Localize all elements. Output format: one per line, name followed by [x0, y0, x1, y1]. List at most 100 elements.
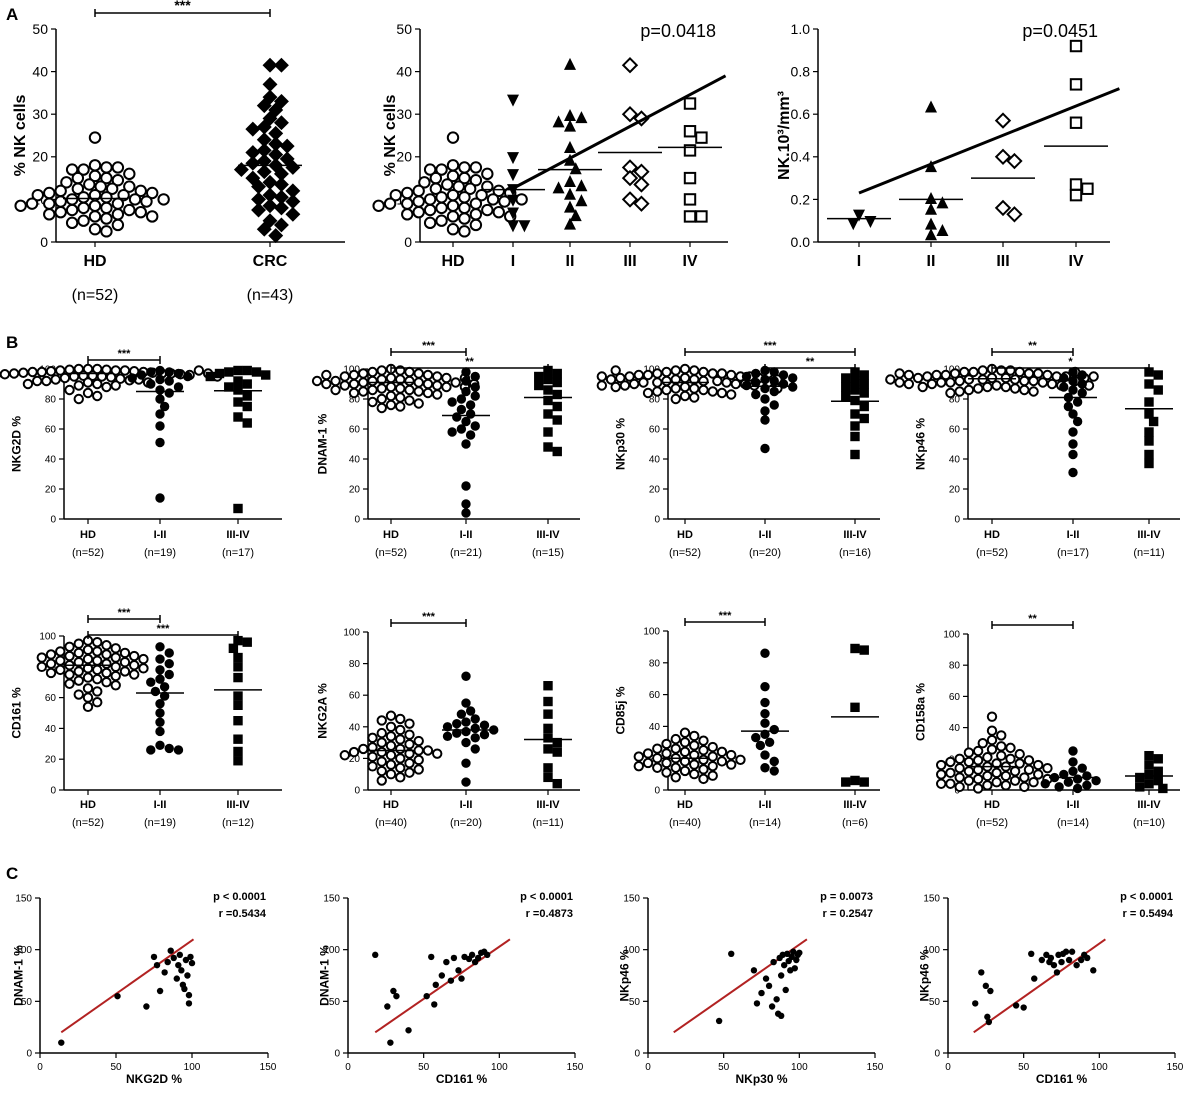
data-point [233, 746, 243, 757]
data-point [101, 677, 112, 688]
category-label: III [996, 253, 1009, 270]
data-point [128, 193, 142, 206]
data-point [413, 368, 424, 379]
data-point [385, 390, 397, 402]
y-tick-label: 100 [323, 945, 340, 956]
data-point [912, 372, 924, 384]
data-point [146, 745, 156, 755]
data-point [432, 981, 439, 988]
data-point [621, 169, 639, 187]
data-point [1091, 775, 1101, 786]
data-point [945, 767, 956, 779]
data-point [461, 499, 471, 509]
data-point [155, 365, 165, 376]
y-tick-label: 60 [349, 691, 361, 702]
data-point [1028, 777, 1039, 788]
data-point [982, 780, 993, 791]
data-point [452, 412, 462, 422]
count-label: (n=20) [450, 817, 482, 829]
data-point [441, 178, 454, 191]
data-point [25, 197, 39, 210]
data-point [764, 737, 775, 747]
data-point [43, 186, 56, 200]
data-point [689, 365, 700, 376]
data-point [707, 770, 718, 781]
y-tick-label: 0 [354, 786, 360, 797]
data-point [760, 443, 770, 454]
data-point [100, 191, 113, 204]
data-point [479, 730, 490, 740]
data-point [1063, 401, 1074, 412]
data-point [423, 992, 430, 1000]
count-label: (n=19) [144, 817, 176, 829]
data-point [784, 950, 791, 957]
data-point [167, 947, 174, 954]
data-point [1028, 375, 1039, 387]
data-point [1023, 755, 1035, 766]
data-point [977, 365, 988, 376]
data-point [1144, 760, 1154, 770]
data-point [683, 210, 697, 223]
data-point [45, 658, 57, 669]
data-point [88, 210, 102, 223]
data-point [1040, 779, 1050, 789]
data-point [136, 370, 147, 380]
data-point [395, 713, 406, 725]
data-point [164, 376, 174, 386]
data-point [730, 378, 742, 390]
data-point [543, 395, 553, 406]
data-point [412, 205, 425, 219]
data-point [621, 106, 639, 123]
data-point [119, 666, 131, 677]
count-label: (n=11) [1133, 547, 1164, 559]
data-point [461, 726, 471, 737]
data-point [1050, 961, 1058, 969]
data-point [721, 377, 732, 388]
data-point [442, 731, 453, 741]
data-point [1077, 379, 1087, 389]
data-point [161, 969, 168, 976]
data-point [850, 409, 860, 419]
y-tick-label: 60 [949, 425, 961, 436]
data-point [71, 171, 85, 185]
count-label: (n=40) [375, 817, 407, 829]
data-point [92, 686, 103, 697]
data-point [841, 382, 851, 392]
data-point [134, 205, 147, 219]
data-point [64, 669, 75, 680]
data-point [155, 374, 165, 385]
data-point [155, 726, 165, 737]
data-point [1072, 416, 1083, 427]
data-point [1077, 956, 1085, 964]
data-point [348, 378, 360, 390]
data-point [429, 171, 443, 185]
chart-b5: 020406080100CD161 %HD(n=52)I-II(n=19)III… [9, 607, 282, 829]
data-point [242, 391, 252, 401]
data-point [1042, 369, 1053, 381]
data-point [170, 954, 177, 962]
data-point [64, 384, 75, 396]
category-label: HD [984, 799, 1000, 811]
data-point [242, 401, 252, 412]
y-tick-label: 40 [649, 722, 661, 733]
data-point [769, 724, 779, 735]
data-point [73, 380, 84, 391]
y-tick-label: 40 [396, 64, 412, 80]
data-point [376, 383, 387, 394]
data-point [59, 372, 71, 384]
data-point [188, 959, 196, 967]
data-point [760, 374, 770, 385]
data-point [455, 967, 462, 974]
data-point [92, 390, 103, 402]
y-tick-label: 150 [623, 894, 640, 905]
data-point [447, 427, 457, 437]
data-point [633, 195, 650, 212]
data-point [465, 400, 476, 410]
p-value: p=0.0451 [1022, 21, 1098, 41]
data-point [1153, 766, 1163, 776]
data-point [242, 418, 252, 428]
data-point [781, 961, 788, 969]
data-point [935, 759, 947, 771]
data-point [101, 658, 112, 669]
data-point [982, 752, 993, 763]
